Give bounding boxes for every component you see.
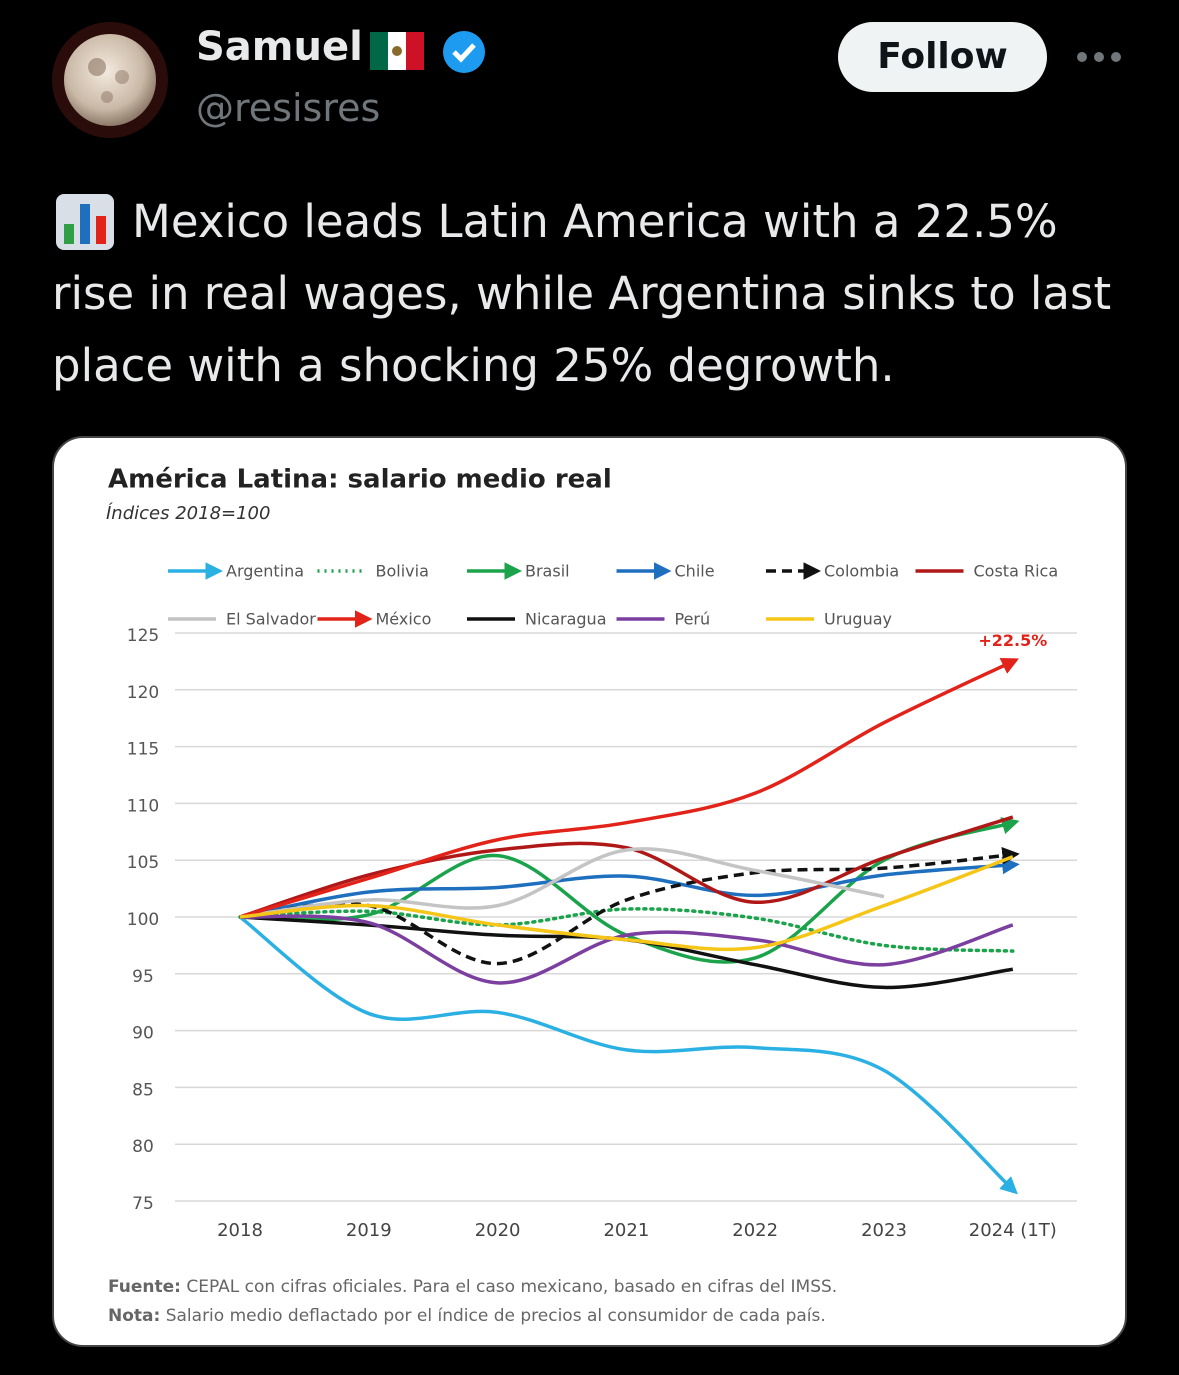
- more-menu[interactable]: [1076, 48, 1122, 66]
- chart-title: América Latina: salario medio real: [108, 465, 612, 495]
- annotation: +22.5%: [978, 631, 1047, 650]
- legend-label: Costa Rica: [974, 562, 1059, 581]
- legend-label: Nicaragua: [525, 610, 607, 629]
- y-tick-label: 125: [127, 626, 159, 646]
- series-line: [239, 658, 1020, 919]
- note-label: Nota:: [108, 1306, 160, 1326]
- series-line: [239, 856, 1020, 919]
- note-text: Salario medio deflactado por el índice d…: [166, 1306, 826, 1326]
- source-label: Fuente:: [108, 1277, 181, 1297]
- chart-card: [52, 436, 1127, 1347]
- follow-button[interactable]: Follow: [838, 22, 1047, 92]
- source: Fuente: CEPAL con cifras oficiales. Para…: [108, 1277, 837, 1297]
- legend-label: Chile: [675, 562, 715, 581]
- series-line: [239, 915, 1014, 990]
- x-tick-label: 2022: [732, 1220, 778, 1241]
- series-line: [239, 815, 1014, 919]
- x-tick-label: 2019: [346, 1220, 392, 1241]
- series-line: [239, 847, 885, 919]
- x-tick-label: 2023: [861, 1220, 907, 1241]
- x-tick-label: 2020: [475, 1220, 521, 1241]
- y-tick-label: 120: [127, 683, 159, 703]
- post-text: Mexico leads Latin America with a 22.5% …: [52, 195, 1112, 392]
- legend-label: El Salvador: [226, 610, 316, 629]
- name-badges: [370, 31, 485, 73]
- y-tick-label: 85: [132, 1080, 154, 1100]
- legend-label: México: [376, 610, 432, 629]
- legend-label: Colombia: [824, 562, 899, 581]
- series-line: [239, 914, 1014, 985]
- chart-emoji: [56, 194, 114, 250]
- y-tick-label: 95: [132, 967, 154, 987]
- legend-label: Uruguay: [824, 610, 892, 629]
- y-tick-label: 100: [127, 910, 159, 930]
- x-tick-label: 2021: [603, 1220, 649, 1241]
- y-tick-label: 80: [132, 1137, 154, 1157]
- source-text: CEPAL con cifras oficiales. Para el caso…: [186, 1277, 837, 1297]
- y-tick-label: 75: [132, 1194, 154, 1214]
- user-name[interactable]: Samuel: [196, 24, 363, 70]
- series-line: [239, 817, 1020, 964]
- user-handle[interactable]: @resisres: [196, 86, 381, 130]
- legend-label: Perú: [675, 610, 711, 629]
- y-tick-label: 105: [127, 853, 159, 873]
- series-line: [238, 907, 1015, 953]
- legend-label: Bolivia: [376, 562, 429, 581]
- x-tick-label: 2024 (1T): [969, 1220, 1057, 1241]
- note: Nota: Salario medio deflactado por el ín…: [108, 1306, 826, 1326]
- y-tick-label: 110: [127, 796, 159, 816]
- series-line: [239, 855, 1014, 952]
- legend-label: Argentina: [226, 562, 304, 581]
- series-line: [239, 846, 1020, 966]
- x-tick-label: 2018: [217, 1220, 263, 1241]
- y-tick-label: 90: [132, 1024, 154, 1044]
- series-line: [238, 915, 1018, 1195]
- legend-label: Brasil: [525, 562, 570, 581]
- chart-subtitle: Índices 2018=100: [106, 502, 270, 524]
- avatar[interactable]: [52, 22, 168, 138]
- y-tick-label: 115: [127, 740, 159, 760]
